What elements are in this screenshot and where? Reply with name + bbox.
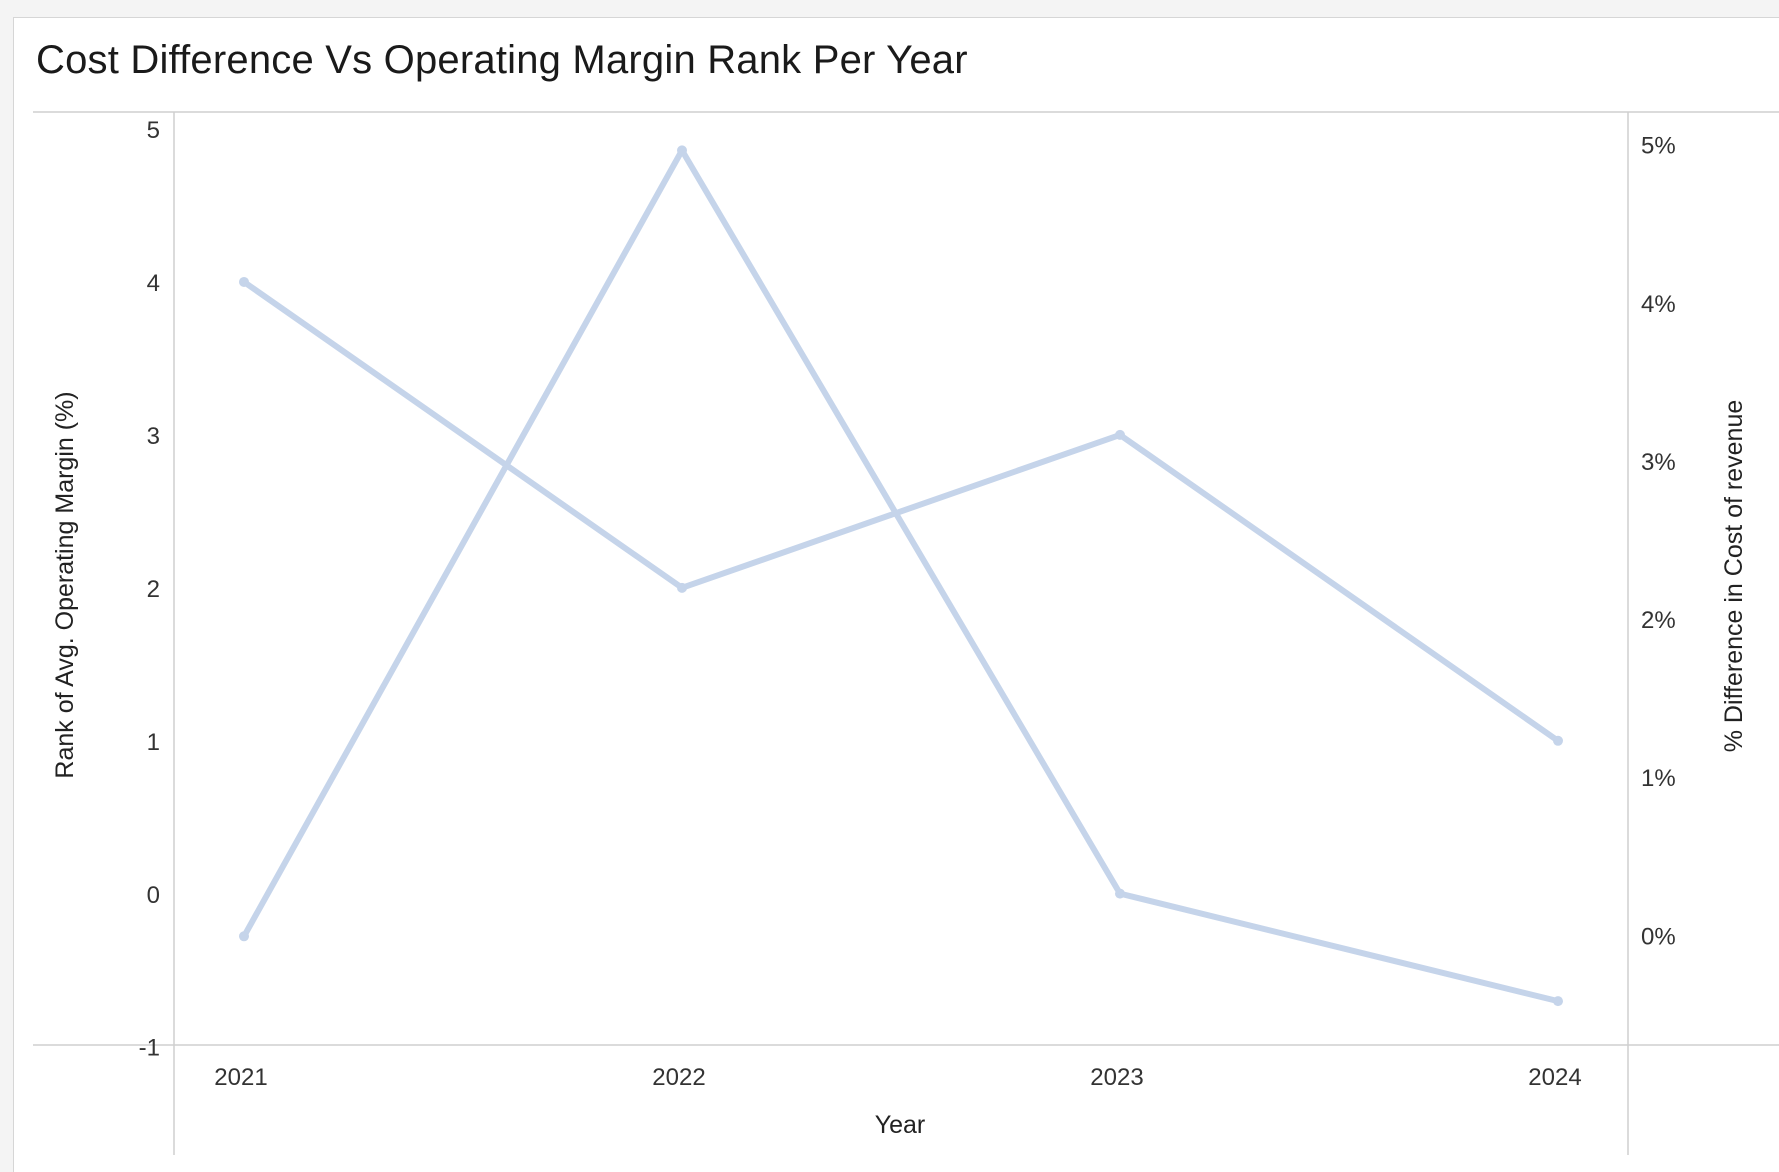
series-2-point [677,145,687,156]
x-axis-tick-label: 2022 [652,1064,705,1091]
series-2-point [1115,888,1125,899]
series-2-point [1553,996,1563,1007]
x-axis-tick-label: 2021 [214,1064,267,1091]
series-1-point [239,276,249,287]
left-axis-tick-label: 1 [147,729,160,756]
x-axis-title: Year [875,1111,926,1139]
series-1-point [1553,735,1563,746]
right-axis-tick-label: 0% [1641,923,1676,950]
series-line-2 [241,147,1561,1005]
left-axis-tick-label: 0 [147,882,160,909]
left-y-axis-title: Rank of Avg. Operating Margin (%) [51,391,79,778]
chart-panel [13,17,1779,1172]
right-axis-tick-label: 3% [1641,449,1676,476]
series-1-point [1115,429,1125,440]
left-axis-tick-label: 2 [147,576,160,603]
series-1-point [677,582,687,593]
x-axis-tick-label: 2024 [1528,1064,1581,1091]
right-axis-tick-label: 2% [1641,607,1676,634]
right-axis-tick-label: 1% [1641,765,1676,792]
series-2-point [239,931,249,942]
right-axis-tick-label: 5% [1641,133,1676,160]
left-axis-tick-label: 5 [147,117,160,144]
chart-title: Cost Difference Vs Operating Margin Rank… [36,38,968,82]
right-axis-tick-label: 4% [1641,291,1676,318]
series-line-1 [241,278,1561,744]
left-axis-tick-label: -1 [139,1035,160,1062]
left-axis-tick-label: 4 [147,270,160,297]
x-axis-tick-label: 2023 [1090,1064,1143,1091]
left-axis-tick-label: 3 [147,423,160,450]
right-y-axis-title: % Difference in Cost of revenue [1720,400,1748,753]
